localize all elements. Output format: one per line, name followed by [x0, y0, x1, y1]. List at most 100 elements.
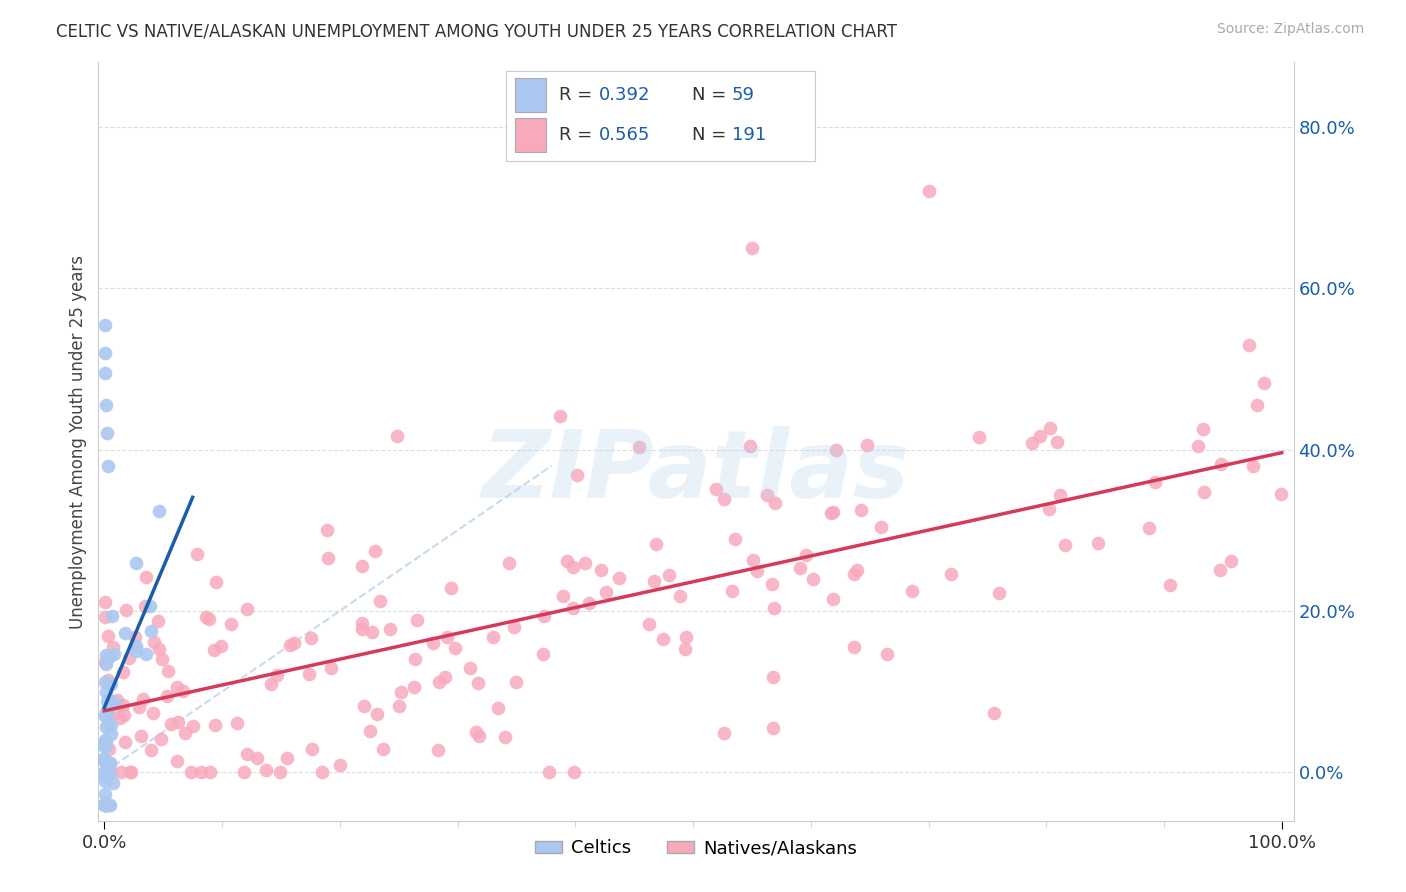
Point — [724, 532, 747, 546]
Point — [941, 567, 963, 582]
Point — [221, 616, 243, 631]
Point — [562, 560, 585, 574]
Point — [96, 705, 118, 719]
Point — [741, 553, 763, 567]
Point — [713, 725, 735, 739]
Point — [94, 797, 117, 812]
Point — [94, 764, 117, 779]
Point — [112, 708, 135, 723]
Point — [1144, 475, 1167, 489]
Point — [94, 797, 117, 812]
Point — [235, 747, 257, 761]
Point — [427, 743, 450, 757]
Point — [100, 718, 122, 732]
Point — [139, 599, 162, 614]
Point — [266, 668, 288, 682]
Point — [93, 797, 115, 812]
Point — [849, 503, 872, 517]
Point — [98, 694, 121, 708]
Point — [983, 706, 1005, 720]
Point — [1159, 578, 1181, 592]
Point — [97, 458, 120, 473]
Point — [148, 504, 170, 518]
Point — [803, 572, 825, 586]
Point — [738, 439, 761, 453]
Point — [101, 640, 124, 654]
Point — [94, 318, 117, 332]
Point — [97, 673, 120, 687]
Point — [638, 616, 661, 631]
Point — [94, 797, 117, 812]
Point — [458, 661, 481, 675]
Point — [387, 429, 409, 443]
Point — [114, 626, 136, 640]
Point — [503, 620, 526, 634]
Point — [93, 751, 115, 765]
Text: 0.392: 0.392 — [599, 87, 651, 104]
Point — [94, 734, 117, 748]
Point — [120, 765, 142, 780]
Point — [1087, 536, 1109, 550]
Point — [236, 601, 259, 615]
Point — [721, 583, 744, 598]
Point — [225, 716, 247, 731]
Point — [156, 689, 179, 703]
Point — [160, 717, 183, 731]
Point — [96, 797, 118, 812]
Point — [94, 655, 117, 669]
Point — [673, 642, 696, 657]
Point — [112, 698, 135, 712]
Point — [494, 730, 516, 744]
Point — [94, 705, 117, 719]
Point — [94, 594, 117, 608]
Point — [125, 644, 148, 658]
Point — [157, 665, 180, 679]
FancyBboxPatch shape — [516, 118, 547, 152]
Point — [440, 582, 463, 596]
Point — [204, 717, 226, 731]
Point — [94, 788, 117, 802]
Point — [1021, 435, 1043, 450]
Point — [1046, 434, 1069, 449]
Point — [562, 765, 585, 780]
Point — [741, 241, 763, 255]
Point — [110, 765, 132, 780]
Point — [823, 506, 845, 520]
Point — [269, 765, 291, 780]
Point — [94, 738, 117, 752]
Point — [94, 675, 117, 690]
Point — [824, 443, 846, 458]
Text: R =: R = — [558, 126, 598, 144]
Point — [198, 612, 221, 626]
Point — [444, 641, 467, 656]
Point — [427, 674, 450, 689]
Point — [467, 676, 489, 690]
Point — [668, 590, 690, 604]
Point — [198, 765, 221, 780]
Point — [101, 776, 124, 790]
Point — [1187, 440, 1209, 454]
Point — [94, 765, 117, 780]
Y-axis label: Unemployment Among Youth under 25 years: Unemployment Among Youth under 25 years — [69, 254, 87, 629]
Point — [276, 751, 298, 765]
Point — [1053, 538, 1076, 552]
Point — [645, 537, 668, 551]
Point — [1028, 429, 1050, 443]
Point — [713, 491, 735, 506]
Point — [1137, 521, 1160, 535]
Point — [1237, 338, 1260, 352]
Point — [299, 632, 322, 646]
Text: N =: N = — [692, 126, 731, 144]
Point — [1039, 421, 1062, 435]
Point — [104, 706, 127, 721]
Point — [794, 548, 817, 562]
Point — [94, 709, 117, 723]
Point — [329, 757, 352, 772]
Point — [98, 756, 121, 770]
Point — [94, 366, 117, 380]
Point — [232, 765, 254, 780]
Point — [94, 346, 117, 360]
Point — [94, 685, 117, 699]
Point — [1049, 488, 1071, 502]
Point — [103, 696, 125, 710]
